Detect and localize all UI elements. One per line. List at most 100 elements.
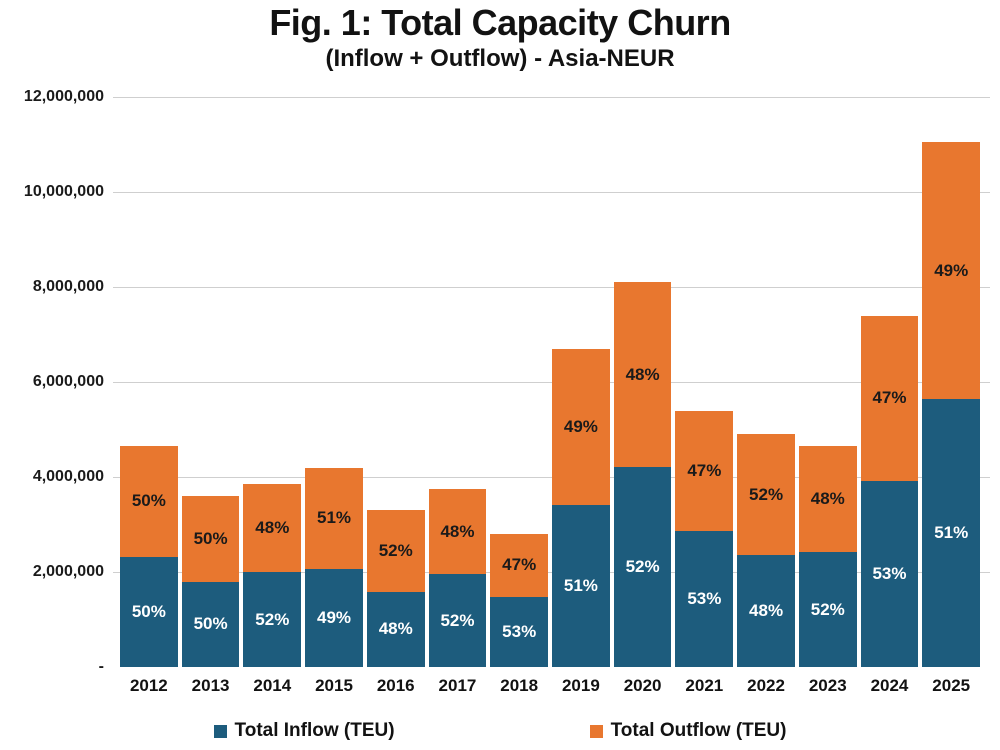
bar-2019-outflow-pct-label: 49% [563,416,598,436]
bar-2023-outflow-pct-label: 48% [810,489,845,509]
bar-2020-outflow-pct-label: 48% [625,364,660,384]
bar-2012-outflow-segment: 50% [120,446,178,557]
chart-title: Fig. 1: Total Capacity Churn [269,2,731,43]
bar-2025-inflow-segment: 51% [922,399,981,667]
x-tick-label-2012: 2012 [129,676,168,695]
bar-2014-inflow-segment: 52% [243,572,302,667]
bar-2022-outflow-segment: 52% [737,434,795,556]
gridline-4000000 [113,477,990,478]
y-tick-label-0: - [98,658,104,675]
legend-outflow-label: Total Outflow (TEU) [610,720,787,741]
bar-2019-outflow-segment: 49% [552,348,610,505]
bar-2025-outflow-segment: 49% [922,142,981,400]
bar-2020-inflow-segment: 52% [613,467,672,667]
gridline-8000000 [113,287,990,288]
bar-2024-outflow-segment: 47% [860,315,919,481]
bar-2023-inflow-segment: 52% [798,552,857,667]
bar-2022-inflow-pct-label: 48% [749,601,784,621]
bar-column-2013: 50% 50% [181,97,240,667]
bar-2015-inflow-segment: 49% [305,569,363,667]
gridline-10000000 [113,192,990,193]
y-tick-label-4000000: 4,000,000 [32,468,104,485]
bar-2013-outflow-segment: 50% [181,496,240,582]
bar-column-2016: 52% 48% [366,97,425,667]
bar-2017-inflow-segment: 52% [428,574,487,667]
bar-2012-inflow-pct-label: 50% [131,601,166,621]
outflow-swatch-icon [589,724,603,738]
bar-2014-inflow-pct-label: 52% [255,609,290,629]
bar-column-2014: 48% 52% [243,97,302,667]
plot-area: 50% 50% 50% 50% 48% 52% 51% 49% 52% 48% 48% 52% 47% 5… [113,97,990,667]
gridline-2000000 [113,572,990,573]
bar-2021-outflow-pct-label: 47% [687,460,722,480]
bar-2017-outflow-segment: 48% [428,488,487,575]
bar-2023-inflow-pct-label: 52% [810,599,845,619]
x-tick-label-2021: 2021 [685,676,724,695]
bar-column-2021: 47% 53% [675,97,734,667]
bar-2020-outflow-segment: 48% [613,282,672,468]
legend-inflow-label: Total Inflow (TEU) [234,720,395,741]
bar-2021-inflow-pct-label: 53% [687,589,722,609]
bar-2016-inflow-segment: 48% [366,591,425,667]
bar-2018-inflow-segment: 53% [490,596,549,667]
x-tick-label-2019: 2019 [561,676,600,695]
chart-subtitle: (Inflow + Outflow) - Asia-NEUR [325,45,675,72]
bars-container: 50% 50% 50% 50% 48% 52% 51% 49% 52% 48% 48% 52% 47% 5… [120,97,981,667]
y-axis-labels: 12,000,000 10,000,000 8,000,000 6,000,000 4,… [0,88,104,675]
bar-2016-outflow-pct-label: 52% [378,541,413,561]
bar-column-2024: 47% 53% [860,97,919,667]
x-tick-label-2024: 2024 [870,676,909,695]
bar-column-2012: 50% 50% [120,97,178,667]
bar-2012-inflow-segment: 50% [120,556,178,667]
bar-column-2023: 48% 52% [798,97,857,667]
bar-column-2020: 48% 52% [613,97,672,667]
bar-2022-outflow-pct-label: 52% [749,484,784,504]
bar-2020-inflow-pct-label: 52% [625,557,660,577]
bar-column-2022: 52% 48% [737,97,795,667]
bar-2013-inflow-segment: 50% [181,581,240,667]
bar-2018-outflow-pct-label: 47% [502,555,537,575]
y-tick-label-6000000: 6,000,000 [32,373,104,390]
x-tick-label-2022: 2022 [747,676,785,695]
y-tick-label-8000000: 8,000,000 [32,278,104,295]
x-tick-label-2020: 2020 [623,676,662,695]
bar-column-2019: 49% 51% [552,97,610,667]
legend-item-inflow: Total Inflow (TEU) [213,720,395,742]
bar-2013-outflow-pct-label: 50% [193,528,228,548]
bar-2024-inflow-segment: 53% [860,480,919,667]
x-tick-label-2023: 2023 [808,676,847,695]
x-axis-labels: 2012 2013 2014 2015 2016 2017 2018 2019 2020 2021… [120,676,980,696]
bar-column-2025: 49% 51% [922,97,981,667]
legend: Total Inflow (TEU) Total Outflow (TEU) [0,720,1000,742]
bar-2019-inflow-pct-label: 51% [563,575,598,595]
x-tick-label-2015: 2015 [315,676,353,695]
y-tick-label-10000000: 10,000,000 [23,183,104,200]
bar-2023-outflow-segment: 48% [798,446,857,553]
bar-2015-inflow-pct-label: 49% [317,608,352,628]
bar-2016-outflow-segment: 52% [366,510,425,592]
bar-2025-outflow-pct-label: 49% [934,260,969,280]
gridline-12000000 [113,97,990,98]
y-tick-label-12000000: 12,000,000 [23,88,104,105]
bar-2012-outflow-pct-label: 50% [131,491,166,511]
x-tick-label-2016: 2016 [376,676,415,695]
y-tick-label-2000000: 2,000,000 [32,563,104,580]
bar-2019-inflow-segment: 51% [552,504,610,667]
chart-header: Fig. 1: Total Capacity Churn (Inflow + O… [0,2,1000,74]
bar-2015-outflow-segment: 51% [305,467,363,570]
x-tick-label-2018: 2018 [500,676,539,695]
bar-2024-outflow-pct-label: 47% [872,388,907,408]
bar-2021-outflow-segment: 47% [675,410,734,532]
bar-2013-inflow-pct-label: 50% [193,614,228,634]
x-tick-label-2017: 2017 [438,676,477,695]
bar-2014-outflow-pct-label: 48% [255,518,290,538]
bar-2018-inflow-pct-label: 53% [502,621,537,641]
x-tick-label-2013: 2013 [191,676,230,695]
bar-2014-outflow-segment: 48% [243,484,302,572]
bar-2018-outflow-segment: 47% [490,534,549,597]
bar-2015-outflow-pct-label: 51% [317,508,352,528]
bar-2017-outflow-pct-label: 48% [440,521,475,541]
bar-2025-inflow-pct-label: 51% [934,523,969,543]
bar-column-2018: 47% 53% [490,97,549,667]
